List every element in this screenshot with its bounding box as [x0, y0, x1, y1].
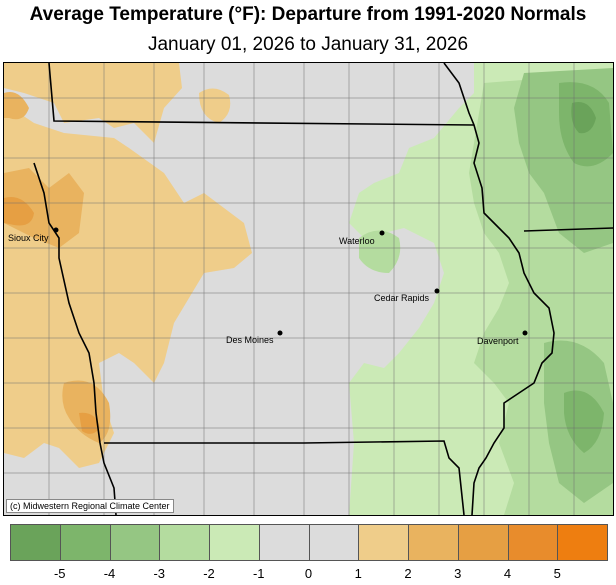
- legend-swatch: [59, 524, 111, 561]
- map-subtitle: January 01, 2026 to January 31, 2026: [147, 34, 469, 55]
- legend-swatch: [209, 524, 260, 561]
- legend-swatch: [308, 524, 360, 561]
- legend-tick-label: -2: [203, 566, 215, 581]
- legend-tick-label: -1: [252, 566, 265, 581]
- waterloo-marker: [379, 230, 385, 236]
- legend-swatch: [258, 524, 310, 561]
- warm-region: [4, 63, 182, 143]
- legend-tick-label: 5: [553, 566, 561, 581]
- cool-core-5: [571, 102, 596, 134]
- cool-moderate-2: [359, 230, 401, 273]
- legend-tick-label: 4: [503, 566, 512, 581]
- cool-region-2: [419, 341, 454, 403]
- legend-tick-label: -3: [153, 566, 166, 581]
- map-svg: Sioux City Waterloo Cedar Rapids Des Moi…: [4, 63, 613, 515]
- legend-tick-labels: -5 -4 -3 -2 -1 0 1 2 3 4 5: [0, 566, 616, 584]
- warm-core-1: [4, 168, 84, 248]
- warm-region-pocket: [199, 88, 231, 123]
- legend-swatch: [408, 524, 459, 561]
- county-grid: [4, 63, 613, 515]
- cedar-rapids-marker: [434, 288, 440, 294]
- legend-tick-label: 2: [404, 566, 412, 581]
- city-label-cedar-rapids: Cedar Rapids: [374, 293, 430, 303]
- warm-core-2: [4, 92, 29, 120]
- legend-tick-label: -5: [53, 566, 66, 581]
- legend-swatch: [10, 524, 61, 561]
- legend-tick-label: 1: [354, 566, 362, 581]
- credit-label: (c) Midwestern Regional Climate Center: [6, 499, 174, 513]
- legend-swatch: [457, 524, 509, 561]
- map-title: Average Temperature (°F): Departure from…: [29, 4, 587, 25]
- city-markers: Sioux City Waterloo Cedar Rapids Des Moi…: [8, 227, 528, 346]
- legend-swatch: [109, 524, 161, 561]
- temperature-departure-map: Sioux City Waterloo Cedar Rapids Des Moi…: [3, 62, 614, 516]
- city-label-waterloo: Waterloo: [339, 236, 375, 246]
- des-moines-marker: [277, 330, 283, 336]
- warm-core-4: [4, 197, 34, 226]
- legend-swatch: [358, 524, 409, 561]
- davenport-marker: [522, 330, 528, 336]
- color-legend: [10, 524, 608, 561]
- legend-swatch: [557, 524, 608, 561]
- city-label-davenport: Davenport: [477, 336, 519, 346]
- city-label-des-moines: Des Moines: [226, 335, 274, 345]
- legend-tick-label: -4: [103, 566, 116, 581]
- legend-swatch: [159, 524, 210, 561]
- warm-core-5: [79, 412, 100, 434]
- legend-tick-label: 0: [304, 566, 313, 581]
- city-label-sioux-city: Sioux City: [8, 233, 49, 243]
- legend-tick-label: 3: [454, 566, 462, 581]
- state-boundaries: [33, 63, 613, 515]
- legend-swatch: [507, 524, 559, 561]
- sioux-city-marker: [53, 227, 59, 233]
